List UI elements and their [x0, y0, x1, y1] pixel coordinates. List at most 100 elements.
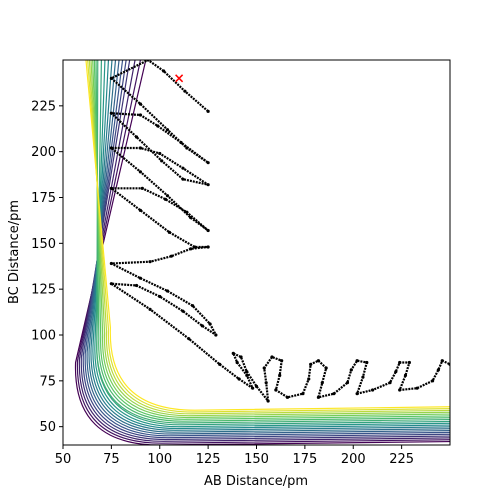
trajectory-point — [332, 392, 336, 396]
y-tick-label: 100 — [31, 329, 56, 344]
trajectory-point — [134, 283, 139, 288]
trajectory-point — [109, 186, 113, 190]
trajectory-point — [109, 146, 113, 150]
trajectory-point — [109, 282, 113, 286]
contour-line — [86, 60, 450, 435]
contour-line — [85, 60, 450, 411]
trajectory-point — [324, 366, 328, 370]
trajectory-point — [218, 362, 222, 366]
y-axis: 50 75 100 125 150 175 200 225 — [31, 99, 63, 435]
trajectory-point — [206, 161, 210, 165]
trajectory-point — [138, 276, 142, 280]
trajectory-point — [266, 399, 270, 403]
trajectory-line — [110, 60, 450, 403]
trajectory-point — [158, 151, 162, 156]
trajectory-point — [254, 384, 259, 388]
trajectory-point — [440, 359, 444, 363]
trajectory-point — [371, 388, 375, 392]
trajectory-point — [280, 359, 284, 363]
trajectory-point — [109, 111, 113, 115]
trajectory-point — [407, 360, 411, 365]
trajectory-point — [349, 368, 353, 372]
x-tick-label: 225 — [389, 452, 414, 467]
contour-line — [84, 60, 450, 437]
trajectory-point — [187, 337, 191, 341]
trajectory-point — [148, 307, 152, 311]
contour-line — [92, 60, 450, 419]
plot-area — [74, 60, 450, 445]
trajectory-point — [231, 351, 235, 355]
trajectory-point — [138, 113, 142, 117]
contour-line — [95, 60, 450, 422]
trajectory-point — [307, 377, 311, 381]
trajectory-point — [235, 360, 239, 365]
trajectory-point — [206, 109, 210, 113]
trajectory-point — [138, 146, 142, 150]
y-tick-label: 175 — [31, 191, 56, 206]
trajectory-point — [316, 359, 321, 363]
trajectory-point — [163, 197, 168, 201]
contour-line — [88, 60, 450, 433]
y-tick-label: 125 — [31, 283, 56, 298]
trajectory-point — [430, 379, 435, 383]
trajectory-point — [270, 355, 274, 359]
trajectory-point — [165, 194, 170, 198]
trajectory-point — [415, 386, 419, 390]
marker-layer — [175, 74, 184, 83]
trajectory-point — [206, 245, 210, 249]
trajectory-point — [237, 377, 241, 381]
trajectory-point — [355, 392, 359, 396]
trajectory-point — [169, 254, 173, 258]
trajectory-point — [179, 140, 183, 145]
x-tick-label: 75 — [103, 452, 120, 467]
trajectory-point — [245, 370, 249, 374]
y-tick-label: 150 — [31, 237, 56, 252]
trajectory-point — [285, 395, 290, 399]
trajectory-point — [301, 392, 305, 396]
x-tick-label: 50 — [55, 452, 72, 467]
x-tick-label: 100 — [147, 452, 172, 467]
trajectory-point — [148, 260, 152, 264]
trajectory-point — [109, 76, 113, 80]
trajectory-point — [206, 183, 210, 187]
x-tick-label: 175 — [292, 452, 317, 467]
contour-line — [96, 60, 450, 424]
trajectory-point — [403, 373, 408, 377]
contour-line — [78, 60, 450, 442]
trajectory-point — [436, 368, 440, 372]
contour-line — [90, 60, 450, 431]
contour-lines — [74, 60, 450, 445]
trajectory-point — [109, 261, 113, 266]
trajectory-point — [239, 355, 243, 359]
trajectory-point — [394, 370, 398, 374]
x-tick-label: 150 — [244, 452, 269, 467]
trajectory-point — [320, 381, 324, 385]
contour-line — [87, 60, 450, 413]
trajectory-point — [245, 373, 249, 377]
contour-line — [82, 60, 450, 439]
trajectory-point — [274, 388, 278, 392]
trajectory-point — [162, 69, 166, 73]
x-axis: 50 75 100 125 150 175 200 225 — [55, 445, 414, 467]
trajectory-point — [191, 304, 195, 308]
trajectory-point — [138, 170, 142, 174]
trajectory-point — [309, 362, 313, 366]
trajectory-point — [140, 186, 144, 190]
y-tick-label: 75 — [39, 374, 56, 389]
trajectory-point — [134, 135, 139, 139]
contour-line — [88, 60, 450, 415]
trajectory-point — [181, 166, 185, 170]
contour-line — [90, 60, 450, 417]
trajectory-point — [365, 360, 369, 365]
trajectory-point — [278, 373, 282, 377]
y-tick-label: 50 — [39, 420, 56, 435]
trajectory-point — [160, 159, 164, 163]
trajectory-point — [192, 245, 197, 249]
trajectory-point — [189, 216, 193, 220]
trajectory-point — [156, 124, 160, 128]
x-tick-label: 125 — [196, 452, 221, 467]
y-tick-label: 225 — [31, 99, 56, 114]
trajectory-point — [262, 366, 266, 370]
contour-line — [93, 60, 450, 420]
